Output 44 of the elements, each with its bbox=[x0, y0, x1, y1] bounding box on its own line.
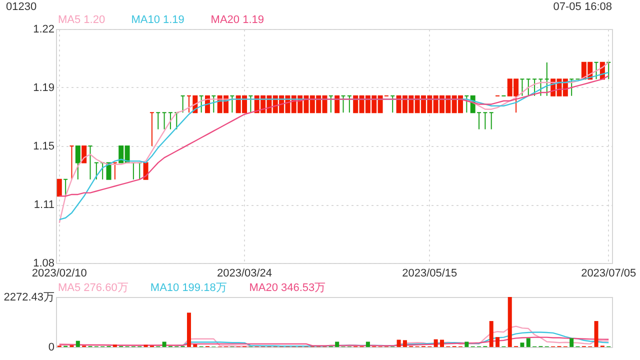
text: MA10 199.18万 bbox=[150, 282, 227, 294]
x-tick-label: 2023/05/15 bbox=[402, 268, 458, 280]
line-series bbox=[58, 75, 610, 197]
candlestick bbox=[56, 178, 62, 197]
bar bbox=[570, 338, 574, 347]
candlestick bbox=[334, 95, 340, 114]
candlestick bbox=[82, 146, 87, 164]
text: MA5 1.20 bbox=[58, 14, 106, 26]
y-tick-label: 1.22 bbox=[33, 24, 54, 36]
bar bbox=[193, 344, 198, 347]
bar bbox=[162, 342, 166, 347]
text: MA20 1.19 bbox=[210, 14, 264, 26]
bar bbox=[335, 342, 340, 347]
bar bbox=[434, 339, 438, 347]
text: MA20 346.53万 bbox=[249, 282, 326, 294]
text: MA10 1.19 bbox=[131, 14, 184, 26]
bar bbox=[464, 342, 469, 347]
bar bbox=[520, 342, 524, 347]
chart-title: 01230 bbox=[6, 1, 37, 13]
x-tick-label: 2023/07/05 bbox=[581, 268, 636, 280]
y-tick-label: 1.11 bbox=[34, 199, 54, 211]
candlestick bbox=[106, 162, 112, 180]
x-tick-label: 2023/03/24 bbox=[216, 268, 272, 280]
bar bbox=[402, 340, 407, 347]
y-tick-label: 1.15 bbox=[33, 140, 54, 152]
bar bbox=[440, 340, 444, 347]
text: 07-05 16:08 bbox=[553, 1, 612, 13]
bar bbox=[526, 338, 530, 347]
y-tick-label: 1.08 bbox=[33, 258, 54, 270]
bar bbox=[396, 340, 401, 347]
y-tick-label: 2272.43万 bbox=[4, 292, 54, 304]
bar bbox=[489, 321, 494, 347]
candlestick bbox=[75, 146, 80, 180]
x-tick-label: 2023/02/10 bbox=[32, 268, 87, 280]
y-tick-label: 1.19 bbox=[33, 82, 54, 94]
y-tick-label: 0 bbox=[48, 342, 54, 354]
bar bbox=[186, 312, 191, 347]
bar bbox=[366, 342, 370, 347]
line-series bbox=[58, 336, 610, 346]
text: MA5 276.60万 bbox=[58, 282, 128, 294]
bar bbox=[508, 297, 512, 347]
bar bbox=[594, 321, 598, 347]
bar bbox=[76, 340, 80, 347]
bar bbox=[496, 337, 500, 347]
